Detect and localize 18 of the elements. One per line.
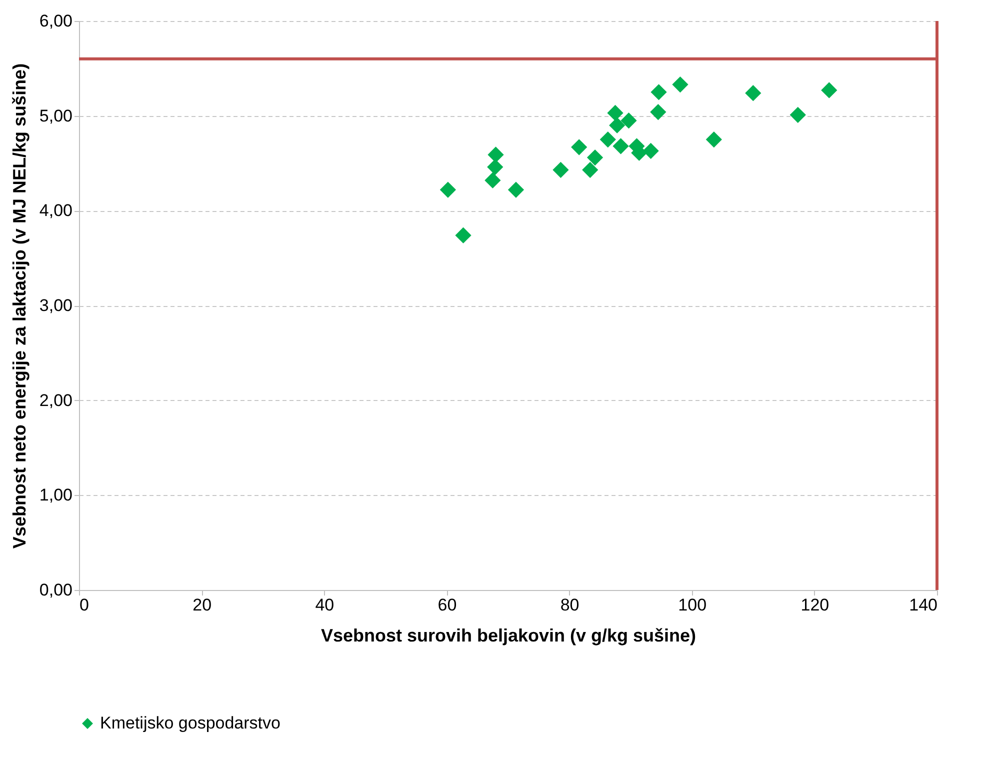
x-tick-label: 80 bbox=[560, 596, 580, 614]
x-tick-label: 0 bbox=[80, 596, 89, 614]
y-tick-label: 4,00 bbox=[39, 201, 72, 220]
x-tick-label: 100 bbox=[678, 596, 707, 614]
y-tick-label: 3,00 bbox=[39, 296, 72, 315]
legend-label: Kmetijsko gospodarstvo bbox=[100, 714, 280, 732]
y-tick-label: 1,00 bbox=[39, 486, 72, 505]
y-tick-label: 6,00 bbox=[39, 12, 72, 30]
y-axis-title: Vsebnost neto energije za laktacijo (v MJ NEL/kg sušine) bbox=[9, 63, 30, 549]
y-tick-label: 2,00 bbox=[39, 390, 72, 410]
x-tick-label: 20 bbox=[192, 596, 212, 614]
x-tick-label: 60 bbox=[438, 596, 457, 614]
x-tick-label: 140 bbox=[909, 596, 938, 614]
y-tick-label: 0,00 bbox=[39, 580, 72, 600]
x-tick-label: 40 bbox=[315, 596, 334, 614]
x-tick-label: 120 bbox=[800, 596, 830, 614]
y-tick-label: 5,00 bbox=[39, 106, 72, 126]
x-axis-title: Vsebnost surovih beljakovin (v g/kg sušine) bbox=[320, 626, 696, 646]
